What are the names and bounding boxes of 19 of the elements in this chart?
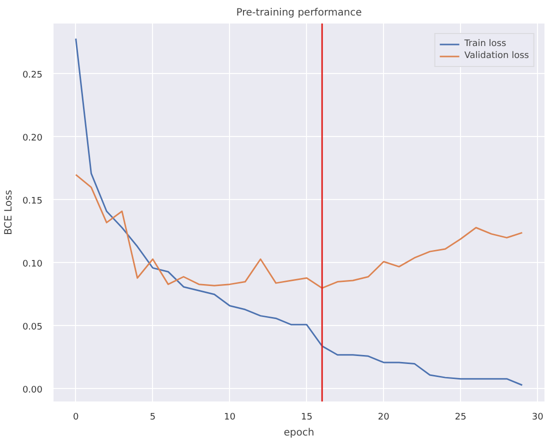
x-tick-label: 25 bbox=[454, 412, 466, 422]
y-tick-label: 0.20 bbox=[22, 133, 43, 144]
chart-title: Pre-training performance bbox=[236, 8, 362, 18]
x-tick-label: 20 bbox=[378, 412, 390, 422]
x-axis-title: epoch bbox=[284, 428, 314, 438]
x-tick-label: 10 bbox=[224, 412, 236, 422]
y-tick-label: 0.05 bbox=[22, 322, 43, 332]
y-tick-label: 0.15 bbox=[22, 196, 43, 206]
x-tick-label: 15 bbox=[300, 412, 312, 422]
x-tick-label: 0 bbox=[72, 412, 79, 422]
y-tick-label: 0.00 bbox=[22, 385, 43, 396]
x-tick-label: 30 bbox=[532, 412, 544, 422]
y-axis-title: BCE Loss bbox=[3, 190, 14, 236]
legend-label: Train loss bbox=[464, 38, 506, 50]
line-series bbox=[75, 174, 523, 289]
y-tick-label: 0.25 bbox=[22, 70, 43, 80]
y-tick-label: 0.10 bbox=[22, 259, 43, 270]
x-tick-label: 5 bbox=[150, 412, 156, 422]
legend-label: Validation loss bbox=[464, 50, 529, 62]
